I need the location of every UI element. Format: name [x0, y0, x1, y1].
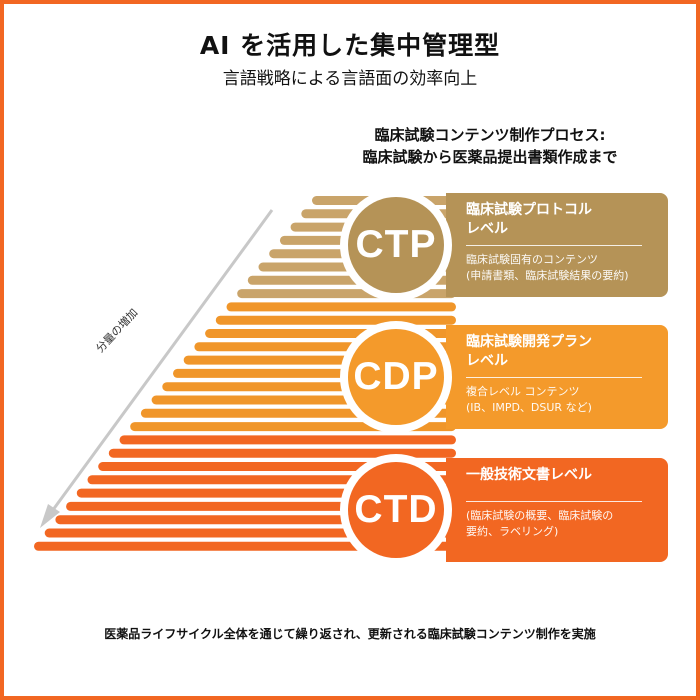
ctp-title-line2: レベル [466, 221, 508, 237]
ctd-desc-line2: 要約、ラベリング) [466, 525, 559, 538]
stair-bar [108, 448, 457, 458]
cdp-title-line2: レベル [466, 353, 508, 369]
stair-bar [119, 435, 456, 445]
ctp-description: 臨床試験固有のコンテンツ (申請書類、臨床試験結果の要約) [466, 252, 658, 284]
volume-arrow-line [48, 209, 274, 515]
cdp-desc-line1: 複合レベル コンテンツ [466, 385, 580, 398]
stair-bar [226, 302, 456, 312]
ctd-divider [466, 501, 642, 502]
cdp-title: 臨床試験開発プラン レベル [466, 333, 642, 378]
cdp-circle: CDP [340, 321, 452, 433]
ctd-description: (臨床試験の概要、臨床試験の 要約、ラベリング) [466, 508, 658, 540]
ctp-circle: CTP [340, 189, 452, 301]
ctp-title: 臨床試験プロトコル レベル [466, 201, 642, 246]
ctd-title: 一般技術文書レベル [466, 466, 642, 485]
page-title: AI を活用した集中管理型 [199, 31, 501, 60]
volume-arrow-head-icon [40, 504, 60, 528]
ctd-circle: CTD [340, 454, 452, 566]
process-heading-line1: 臨床試験コンテンツ制作プロセス: [374, 126, 606, 144]
footer-note: 医薬品ライフサイクル全体を通じて繰り返され、更新される臨床試験コンテンツ制作を実… [104, 627, 596, 641]
ctd-title-line1: 一般技術文書レベル [466, 467, 592, 483]
process-heading-line2: 臨床試験から医薬品提出書類作成まで [362, 148, 618, 166]
stair-bar [215, 315, 456, 325]
cdp-desc-line2: (IB、IMPD、DSUR など) [466, 401, 592, 414]
ctd-panel: 一般技術文書レベル (臨床試験の概要、臨床試験の 要約、ラベリング) [446, 458, 668, 562]
page-subtitle: 言語戦略による言語面の効率向上 [222, 69, 478, 89]
ctp-desc-line1: 臨床試験固有のコンテンツ [466, 253, 598, 266]
stair-bar [34, 541, 456, 551]
ctd-code: CTD [348, 462, 444, 558]
cdp-description: 複合レベル コンテンツ (IB、IMPD、DSUR など) [466, 384, 658, 416]
cdp-code: CDP [348, 329, 444, 425]
ctp-panel: 臨床試験プロトコル レベル 臨床試験固有のコンテンツ (申請書類、臨床試験結果の… [446, 193, 668, 297]
process-heading: 臨床試験コンテンツ制作プロセス: 臨床試験から医薬品提出書類作成まで [310, 124, 670, 168]
ctp-title-line1: 臨床試験プロトコル [466, 202, 592, 218]
cdp-title-line1: 臨床試験開発プラン [466, 334, 592, 350]
ctp-desc-line2: (申請書類、臨床試験結果の要約) [466, 269, 629, 282]
cdp-panel: 臨床試験開発プラン レベル 複合レベル コンテンツ (IB、IMPD、DSUR … [446, 325, 668, 429]
ctd-desc-line1: (臨床試験の概要、臨床試験の [466, 509, 614, 522]
ctp-code: CTP [348, 197, 444, 293]
